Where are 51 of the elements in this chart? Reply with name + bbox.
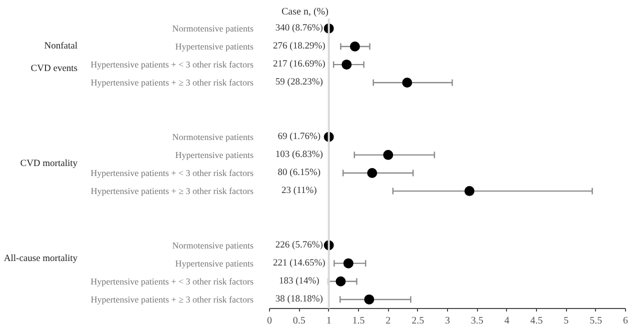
y2-tick-label: 38 (18.18%)	[275, 294, 323, 304]
x-tick-label: 0	[267, 316, 272, 326]
text: Nonfatal	[44, 42, 78, 52]
point	[336, 276, 346, 286]
y2-tick-label: 80 (6.15%)	[278, 168, 321, 178]
text: Case n, (%)	[282, 6, 328, 18]
y2-tick-label: 217 (16.69%)	[273, 60, 326, 70]
x-tick-label: 6	[623, 316, 628, 326]
point	[343, 258, 354, 268]
x-tick-label: 2	[386, 316, 391, 326]
y2-tick-label: 226 (5.76%)	[275, 240, 323, 250]
y2-tick-label: 340 (8.76%)	[275, 23, 323, 34]
text: CVD mortality	[20, 158, 78, 169]
point	[364, 294, 374, 304]
point	[367, 168, 378, 178]
y-tick-label: Normotensive patients	[172, 240, 254, 250]
y-tick-label: Hypertensive patients + < 3 other risk factors	[90, 276, 254, 286]
y-tick-label: Hypertensive patients + < 3 other risk factors	[90, 168, 254, 178]
x-tick-label: 5	[564, 316, 569, 326]
x-tick-label: 5.5	[590, 316, 602, 326]
y-tick-label: Hypertensive patients	[175, 42, 254, 52]
x-tick-label: 4	[504, 316, 510, 326]
x-tick-label: 2.5	[412, 316, 424, 326]
y-tick-label: Hypertensive patients	[175, 150, 254, 160]
x-tick-label: 4.5	[530, 316, 543, 326]
y-tick-label: Hypertensive patients + ≥ 3 other risk factors	[90, 294, 254, 304]
text: All-cause mortality	[4, 254, 78, 264]
point	[350, 42, 360, 52]
y-tick-label: Hypertensive patients + ≥ 3 other risk factors	[90, 78, 254, 88]
y2-tick-label: 59 (28.23%)	[275, 78, 323, 88]
point	[464, 186, 474, 196]
y-tick-label: Hypertensive patients	[175, 258, 254, 268]
point	[342, 60, 352, 70]
y-tick-label: Normotensive patients	[172, 23, 254, 34]
x-tick-label: 1	[326, 316, 332, 326]
point	[402, 78, 412, 88]
y2-tick-label: 276 (18.29%)	[273, 42, 326, 52]
x-tick-label: 1.5	[352, 316, 365, 326]
text: CVD events	[30, 64, 78, 74]
y2-tick-label: 69 (1.76%)	[278, 132, 321, 142]
point	[383, 150, 394, 160]
x-tick-label: 3	[445, 316, 450, 326]
x-tick-label: 0.5	[292, 316, 306, 326]
y-tick-label: Hypertensive patients + ≥ 3 other risk factors	[90, 186, 254, 196]
x-tick-label: 3.5	[470, 316, 484, 326]
y2-tick-label: 103 (6.83%)	[275, 150, 323, 160]
y2-tick-label: 221 (14.65%)	[273, 258, 326, 268]
y-tick-label: Hypertensive patients + < 3 other risk factors	[90, 60, 254, 70]
y2-tick-label: 23 (11%)	[282, 186, 317, 196]
y2-tick-label: 183 (14%)	[278, 276, 320, 286]
y-tick-label: Normotensive patients	[172, 132, 254, 142]
